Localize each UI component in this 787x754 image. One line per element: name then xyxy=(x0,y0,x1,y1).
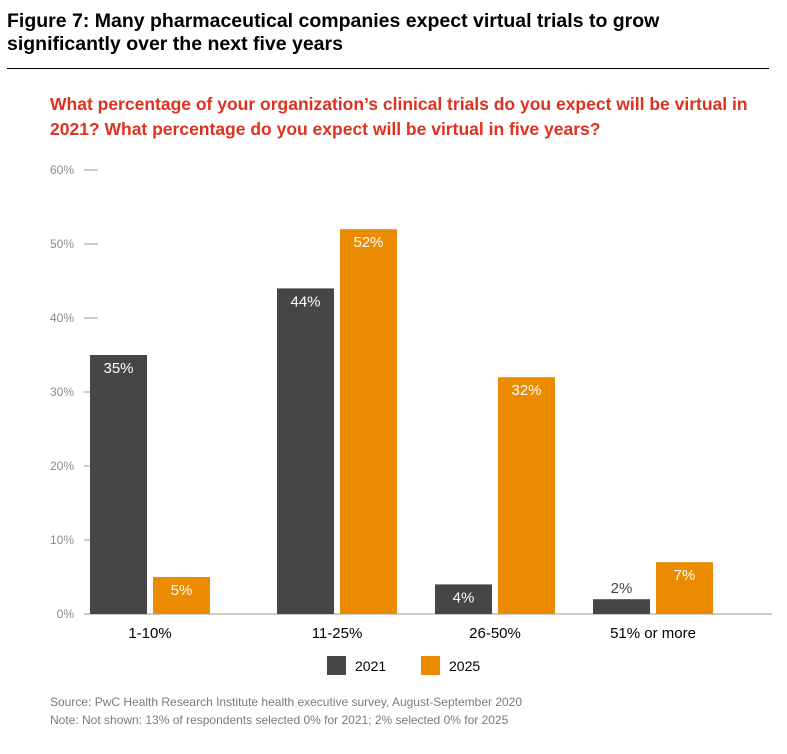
y-tick-label: 30% xyxy=(50,385,74,399)
data-label-2025-1: 5% xyxy=(171,582,193,599)
x-axis-labels: 1-10% 11-25% 26-50% 51% or more xyxy=(128,625,696,642)
legend: 2021 2025 xyxy=(327,656,480,675)
data-label-2021-1: 35% xyxy=(103,360,133,377)
legend-label-2021: 2021 xyxy=(355,658,386,674)
data-label-2025-4: 7% xyxy=(674,567,696,584)
legend-label-2025: 2025 xyxy=(449,658,480,674)
bar-2021-3 xyxy=(435,584,492,614)
y-tick-label: 10% xyxy=(50,533,74,547)
x-category-label: 51% or more xyxy=(610,625,696,642)
y-axis: 0% 10% 20% 30% 40% 50% 60% xyxy=(50,163,98,621)
data-label-2021-2: 44% xyxy=(290,293,320,310)
bar-2021-4 xyxy=(593,599,650,614)
data-label-2025-2: 52% xyxy=(353,234,383,251)
bar-2025-2 xyxy=(340,229,397,614)
x-category-label: 26-50% xyxy=(469,625,521,642)
bar-2025-3 xyxy=(498,377,555,614)
bar-2025-1 xyxy=(153,577,210,614)
data-label-2021-3: 4% xyxy=(453,589,475,606)
bar-2021-2 xyxy=(277,288,334,614)
legend-swatch-2021 xyxy=(327,656,346,675)
bar-chart: 0% 10% 20% 30% 40% 50% 60% 35% 5% 44% 52% 4% 32% 2% 7… xyxy=(50,163,772,675)
y-tick-label: 20% xyxy=(50,459,74,473)
bar-2025-4 xyxy=(656,562,713,614)
source-notes: Source: PwC Health Research Institute he… xyxy=(50,693,522,729)
bar-2021-1 xyxy=(90,355,147,614)
title-divider xyxy=(7,68,769,69)
source-text: Source: PwC Health Research Institute he… xyxy=(50,695,523,709)
data-label-2021-4: 2% xyxy=(611,580,633,597)
legend-swatch-2025 xyxy=(421,656,440,675)
y-tick-label: 40% xyxy=(50,311,74,325)
y-tick-label: 60% xyxy=(50,163,74,177)
y-tick-label: 0% xyxy=(57,607,75,621)
data-label-2025-3: 32% xyxy=(511,382,541,399)
x-category-label: 1-10% xyxy=(128,625,171,642)
x-category-label: 11-25% xyxy=(312,625,363,642)
y-tick-label: 50% xyxy=(50,237,74,251)
survey-question: What percentage of your organization’s c… xyxy=(50,94,748,139)
figure-title: Figure 7: Many pharmaceutical companies … xyxy=(7,10,660,55)
note-text: Note: Not shown: 13% of respondents sele… xyxy=(50,713,509,727)
bars: 35% 5% 44% 52% 4% 32% 2% 7% xyxy=(90,229,713,614)
